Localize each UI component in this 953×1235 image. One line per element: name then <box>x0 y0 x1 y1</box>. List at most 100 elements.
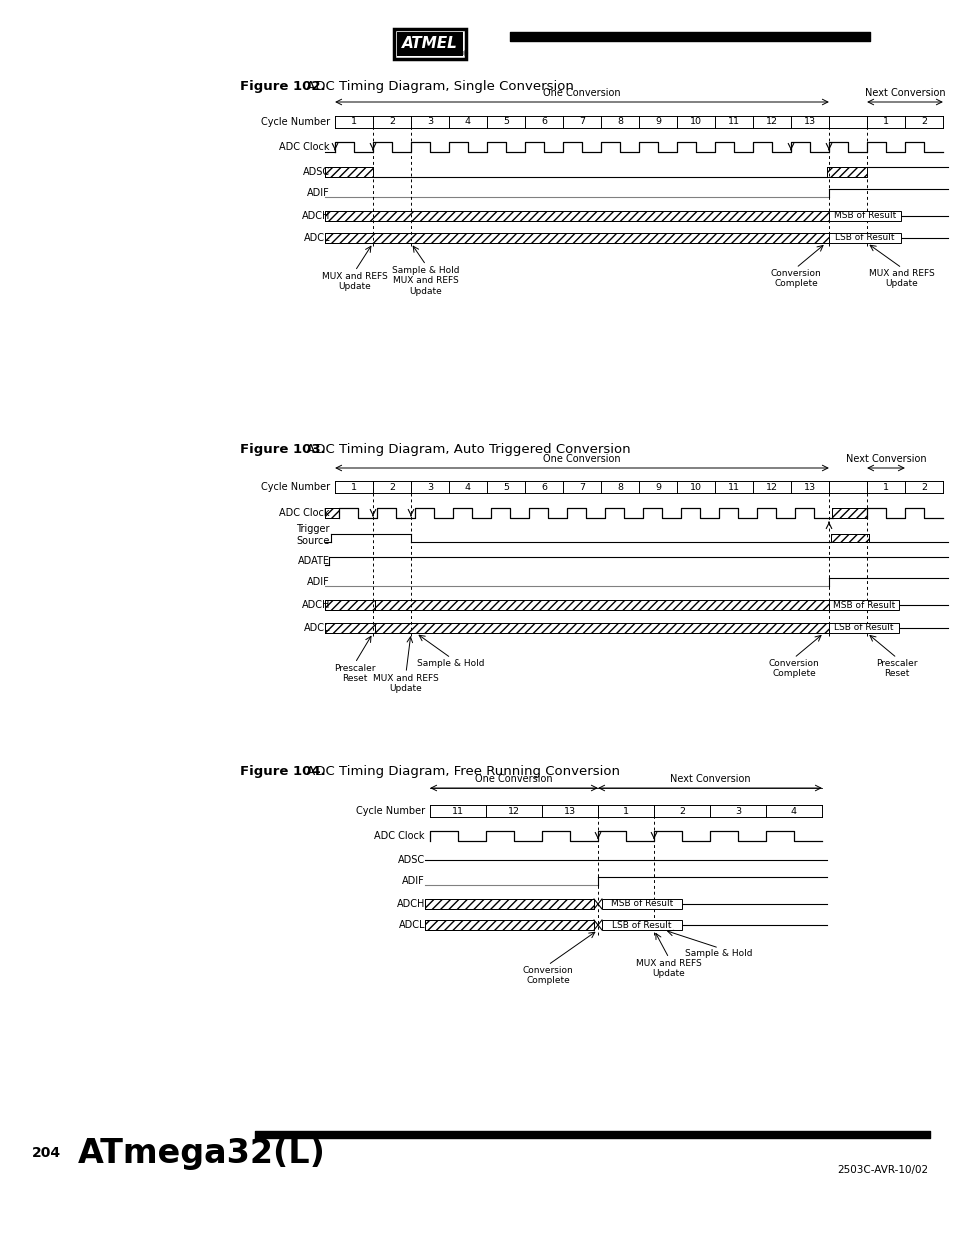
Bar <box>424 920 594 930</box>
Text: Next Conversion: Next Conversion <box>844 454 925 464</box>
Text: Sample & Hold: Sample & Hold <box>684 948 752 958</box>
Text: Sample & Hold: Sample & Hold <box>416 659 484 668</box>
Text: ADC Clock: ADC Clock <box>375 831 424 841</box>
Text: 9: 9 <box>655 483 660 492</box>
Text: ADCL: ADCL <box>303 622 330 634</box>
Text: 13: 13 <box>563 806 576 815</box>
Text: 1: 1 <box>351 117 356 126</box>
Text: Conversion
Complete: Conversion Complete <box>768 659 819 678</box>
Text: 1: 1 <box>882 117 888 126</box>
Text: LSB of Result: LSB of Result <box>612 920 671 930</box>
Text: MUX and REFS
Update: MUX and REFS Update <box>373 674 438 693</box>
Text: Cycle Number: Cycle Number <box>260 482 330 492</box>
Text: Next Conversion: Next Conversion <box>669 774 749 784</box>
Text: ADCL: ADCL <box>398 920 424 930</box>
Text: Sample & Hold
MUX and REFS
Update: Sample & Hold MUX and REFS Update <box>392 266 459 296</box>
Text: 11: 11 <box>727 117 740 126</box>
Text: Figure 102.: Figure 102. <box>240 80 325 93</box>
Bar <box>325 600 375 610</box>
Text: Prescaler
Reset: Prescaler Reset <box>334 664 375 683</box>
Text: 12: 12 <box>765 483 778 492</box>
Text: Trigger
Source: Trigger Source <box>296 524 330 546</box>
Text: 2503C-AVR-10/02: 2503C-AVR-10/02 <box>836 1165 927 1174</box>
Bar <box>601 899 681 909</box>
Text: 12: 12 <box>507 806 519 815</box>
Text: Figure 103.: Figure 103. <box>240 443 325 456</box>
Bar <box>325 508 338 517</box>
Text: 10: 10 <box>689 483 701 492</box>
Text: 13: 13 <box>803 117 815 126</box>
Text: 3: 3 <box>734 806 740 815</box>
Bar <box>375 622 828 634</box>
Bar <box>828 211 900 221</box>
Text: 5: 5 <box>502 483 509 492</box>
Text: 6: 6 <box>540 483 546 492</box>
Text: ADCH: ADCH <box>301 211 330 221</box>
Text: ADSC: ADSC <box>397 855 424 864</box>
Text: ADIF: ADIF <box>307 188 330 198</box>
Text: ADC Clock: ADC Clock <box>279 508 330 517</box>
Text: 1: 1 <box>622 806 628 815</box>
Text: 6: 6 <box>540 117 546 126</box>
Text: MSB of Result: MSB of Result <box>832 600 894 610</box>
Text: ®: ® <box>462 51 469 57</box>
Text: Figure 104.: Figure 104. <box>240 764 325 778</box>
Text: 204: 204 <box>32 1146 61 1160</box>
Text: ATmega32(L): ATmega32(L) <box>78 1136 326 1170</box>
Text: MUX and REFS
Update: MUX and REFS Update <box>868 269 934 289</box>
Bar <box>830 534 868 542</box>
Text: 11: 11 <box>452 806 463 815</box>
Text: 2: 2 <box>679 806 684 815</box>
Text: 5: 5 <box>502 117 509 126</box>
Text: 3: 3 <box>427 117 433 126</box>
Bar <box>396 32 462 56</box>
Text: 7: 7 <box>578 117 584 126</box>
Text: ADSC: ADSC <box>302 167 330 177</box>
Bar <box>375 600 828 610</box>
Text: ADCH: ADCH <box>396 899 424 909</box>
Bar <box>325 167 373 177</box>
Text: LSB of Result: LSB of Result <box>835 233 894 242</box>
Text: One Conversion: One Conversion <box>542 88 620 98</box>
Text: ATMEL: ATMEL <box>401 37 457 52</box>
Text: Conversion
Complete: Conversion Complete <box>770 269 821 289</box>
Text: Prescaler
Reset: Prescaler Reset <box>876 659 917 678</box>
Bar <box>601 920 681 930</box>
Text: 2: 2 <box>920 117 926 126</box>
Text: 4: 4 <box>790 806 796 815</box>
Text: 7: 7 <box>578 483 584 492</box>
Text: ADC Timing Diagram, Single Conversion: ADC Timing Diagram, Single Conversion <box>302 80 574 93</box>
Text: 2: 2 <box>389 117 395 126</box>
Text: 1: 1 <box>882 483 888 492</box>
Text: MSB of Result: MSB of Result <box>833 211 895 221</box>
Text: ADC Clock: ADC Clock <box>279 142 330 152</box>
Text: 8: 8 <box>617 117 622 126</box>
Text: MSB of Result: MSB of Result <box>610 899 673 909</box>
Bar <box>826 167 866 177</box>
Text: 8: 8 <box>617 483 622 492</box>
Text: ADCL: ADCL <box>303 233 330 243</box>
Text: 12: 12 <box>765 117 778 126</box>
Text: MUX and REFS
Update: MUX and REFS Update <box>636 960 701 978</box>
Text: 9: 9 <box>655 117 660 126</box>
Text: MUX and REFS
Update: MUX and REFS Update <box>322 272 388 291</box>
Bar <box>831 508 866 517</box>
Bar <box>828 233 900 243</box>
Bar <box>394 28 465 59</box>
Text: 2: 2 <box>389 483 395 492</box>
Text: 3: 3 <box>427 483 433 492</box>
Text: One Conversion: One Conversion <box>475 774 552 784</box>
Text: One Conversion: One Conversion <box>542 454 620 464</box>
Text: 4: 4 <box>464 117 471 126</box>
Text: 2: 2 <box>920 483 926 492</box>
Bar <box>325 622 375 634</box>
Text: ADIF: ADIF <box>307 577 330 587</box>
Text: 10: 10 <box>689 117 701 126</box>
Text: ADATE: ADATE <box>297 556 330 566</box>
Text: 4: 4 <box>464 483 471 492</box>
Text: ADC Timing Diagram, Free Running Conversion: ADC Timing Diagram, Free Running Convers… <box>302 764 619 778</box>
Text: 1: 1 <box>351 483 356 492</box>
Bar <box>828 600 898 610</box>
Text: Next Conversion: Next Conversion <box>863 88 944 98</box>
Bar <box>325 233 828 243</box>
